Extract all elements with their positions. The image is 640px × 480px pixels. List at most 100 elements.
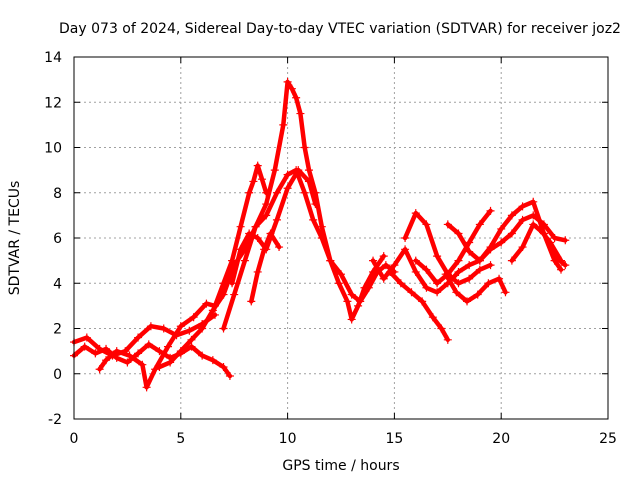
data-point	[495, 274, 504, 283]
series-sat-d	[155, 166, 399, 371]
data-point	[401, 245, 410, 254]
data-point	[166, 358, 175, 367]
data-point	[230, 290, 239, 299]
y-tick-label: 2	[53, 322, 62, 338]
y-tick-label: 0	[53, 367, 62, 383]
data-point	[247, 297, 256, 306]
data-point	[95, 344, 104, 353]
data-point	[219, 290, 228, 299]
series-sat-e	[219, 77, 388, 333]
data-point	[407, 288, 416, 297]
data-point	[292, 93, 301, 102]
x-tick-label: 25	[599, 431, 617, 447]
data-point	[300, 188, 309, 197]
data-point	[253, 267, 262, 276]
y-tick-label: 4	[53, 276, 62, 292]
data-point	[253, 234, 262, 242]
data-point	[159, 324, 168, 333]
data-point	[287, 84, 296, 93]
data-point	[390, 261, 399, 270]
x-tick-label: 5	[176, 431, 185, 447]
data-point	[475, 256, 484, 265]
data-point	[473, 290, 482, 299]
data-point	[529, 220, 538, 229]
data-point	[497, 224, 506, 233]
data-point	[518, 202, 527, 211]
data-point	[304, 166, 313, 175]
data-point	[518, 215, 527, 224]
data-point	[475, 220, 484, 229]
data-point	[337, 270, 345, 279]
series-sat-m	[411, 206, 495, 288]
data-point	[245, 229, 254, 238]
data-point	[262, 211, 271, 220]
y-tick-label: 8	[53, 186, 62, 202]
x-tick-label: 0	[70, 431, 79, 447]
data-point	[309, 215, 318, 224]
data-point	[80, 342, 89, 351]
data-point	[91, 349, 100, 358]
data-point	[529, 197, 538, 206]
data-point	[257, 175, 266, 184]
data-point	[497, 238, 506, 247]
data-point	[187, 342, 196, 351]
data-point	[146, 322, 155, 331]
series-trace	[157, 167, 397, 370]
data-point	[433, 288, 442, 297]
data-point	[475, 265, 484, 274]
data-point	[381, 261, 390, 270]
data-point	[219, 362, 228, 371]
y-tick-label: 12	[44, 95, 62, 111]
series-sat-o	[535, 224, 566, 265]
data-point	[189, 313, 198, 322]
data-point	[125, 351, 134, 360]
data-point	[454, 279, 463, 288]
data-point	[463, 297, 472, 306]
data-point	[253, 161, 262, 170]
data-point	[208, 356, 217, 365]
data-point	[433, 252, 442, 261]
data-point	[422, 265, 431, 274]
data-point	[411, 267, 420, 276]
data-point	[369, 267, 378, 276]
data-point	[501, 288, 510, 297]
data-point	[486, 261, 495, 270]
data-point	[465, 238, 474, 247]
data-point	[283, 170, 292, 179]
series-sat-h	[369, 211, 570, 297]
data-series-layer	[70, 77, 570, 392]
data-point	[557, 265, 566, 274]
data-point	[138, 360, 147, 369]
data-point	[437, 324, 446, 333]
data-point	[418, 297, 427, 306]
data-point	[379, 274, 388, 283]
data-point	[142, 383, 151, 392]
x-tick-label: 15	[385, 431, 403, 447]
data-point	[486, 206, 495, 215]
data-point	[112, 347, 121, 356]
y-axis-label: SDTVAR / TECUs	[7, 181, 23, 296]
data-point	[155, 362, 164, 371]
data-point	[561, 236, 570, 245]
data-point	[422, 220, 431, 229]
series-trace	[71, 312, 218, 358]
data-point	[144, 340, 153, 349]
data-point	[411, 209, 420, 218]
data-point	[228, 279, 237, 288]
data-point	[343, 297, 352, 306]
data-point	[484, 279, 493, 288]
data-point	[294, 166, 303, 175]
data-point	[486, 243, 495, 252]
data-point	[518, 243, 527, 252]
data-point	[422, 283, 431, 292]
series-sat-j	[386, 267, 452, 344]
data-point	[326, 256, 335, 265]
data-point	[347, 315, 356, 324]
data-point	[249, 177, 258, 186]
data-point	[300, 143, 309, 152]
data-point	[151, 365, 160, 374]
data-point	[433, 279, 442, 288]
data-point	[272, 188, 281, 197]
data-point	[396, 279, 405, 288]
data-point	[465, 261, 474, 270]
